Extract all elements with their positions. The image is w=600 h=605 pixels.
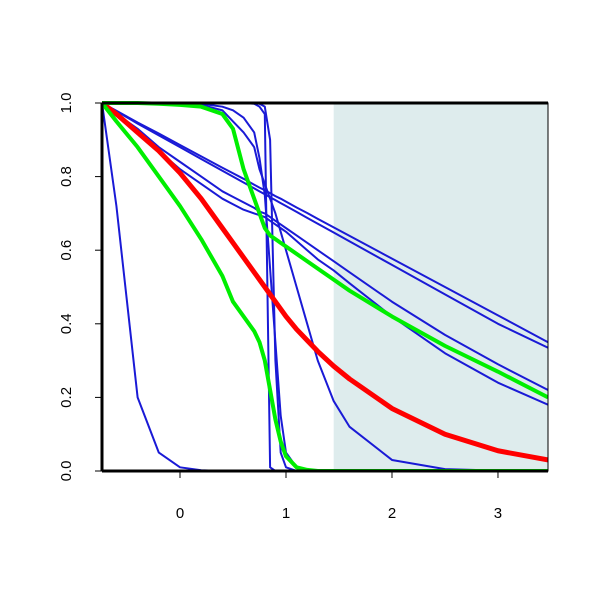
x-tick-label: 2 — [388, 505, 396, 522]
x-tick-label: 3 — [494, 505, 502, 522]
shaded-region — [333, 103, 548, 471]
series-line — [102, 102, 548, 344]
series-line — [102, 102, 548, 471]
y-tick-label: 0.8 — [58, 166, 75, 187]
series-line — [102, 101, 548, 471]
series-line — [102, 102, 548, 391]
y-tick-label: 1.0 — [58, 93, 75, 114]
y-tick-label: 0.0 — [58, 461, 75, 482]
series-line — [102, 101, 548, 463]
x-tick-label: 1 — [282, 505, 290, 522]
y-tick-label: 0.2 — [58, 387, 75, 408]
y-tick-label: 0.4 — [58, 313, 75, 334]
series-line — [102, 101, 548, 400]
series-line — [102, 102, 548, 406]
y-tick-label: 0.6 — [58, 240, 75, 261]
x-tick-label: 0 — [176, 505, 184, 522]
